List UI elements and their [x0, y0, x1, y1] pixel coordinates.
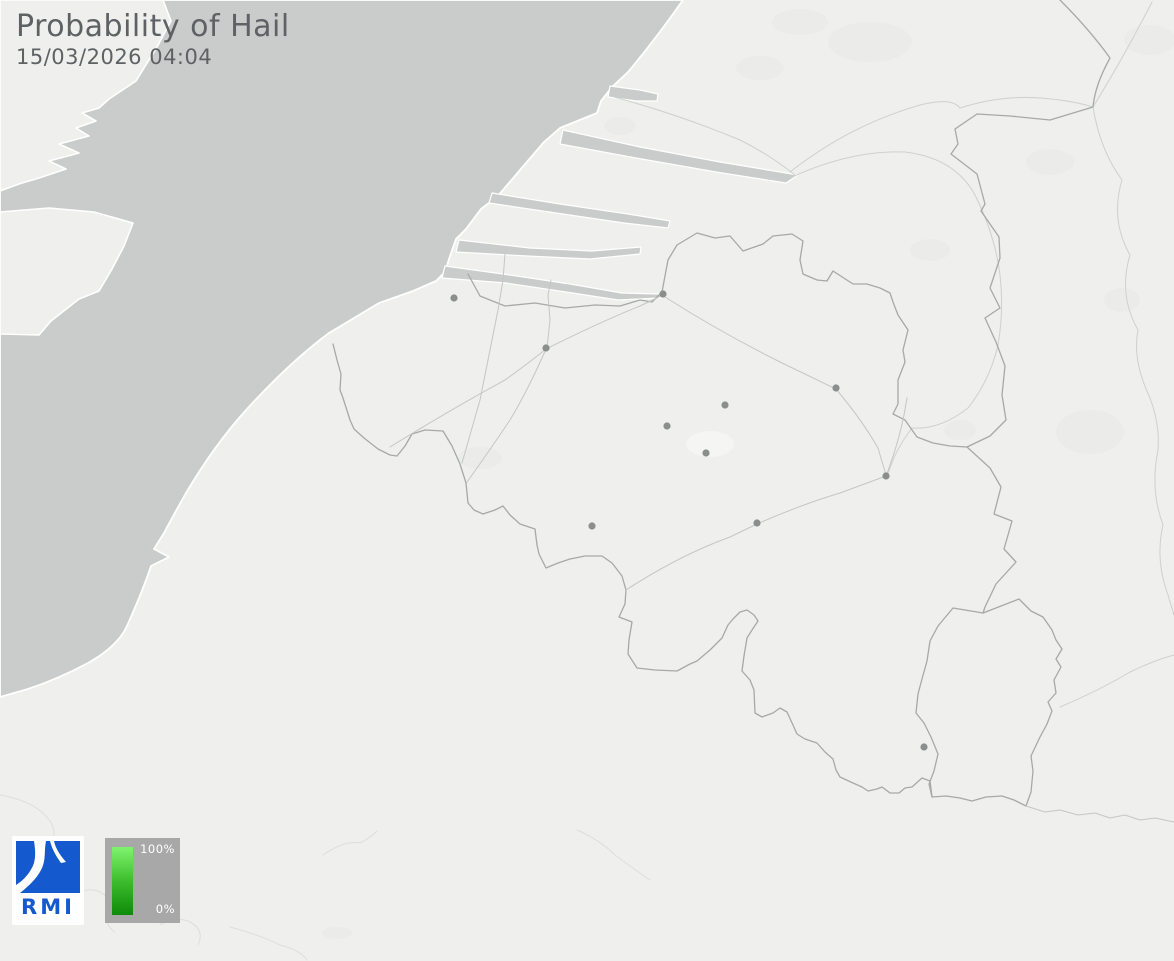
city-dot: [721, 401, 729, 409]
haringvliet-channel: [559, 129, 799, 184]
be-de-border: [966, 446, 1017, 614]
timestamp: 15/03/2026 04:04: [16, 45, 213, 69]
rhine-branch: [959, 96, 1094, 109]
rivers: [613, 1, 1174, 708]
meuse-north: [885, 397, 908, 477]
title-block: Probability of Hail 15/03/2026 04:04: [16, 10, 290, 69]
city-dot: [832, 384, 840, 392]
england-kent-coast: [0, 207, 134, 336]
rmi-logo-art: [16, 841, 80, 895]
rmi-logo: RMI: [12, 836, 84, 925]
city-dot: [588, 522, 596, 530]
probability-legend: 100% 0%: [105, 838, 180, 923]
zeeland-delta-channels: [441, 129, 799, 301]
city-dot: [450, 294, 458, 302]
oosterschelde-channel: [455, 239, 642, 260]
city-dot: [702, 449, 710, 457]
gent-canal: [546, 279, 552, 349]
maas-river: [789, 151, 1003, 475]
rotterdam-rivers: [613, 96, 796, 176]
city-dot: [882, 472, 890, 480]
sambre-meuse: [625, 475, 887, 591]
albert-canal: [664, 296, 887, 476]
internal-lines: [389, 253, 908, 591]
westerschelde-channel: [441, 265, 661, 301]
city-dot: [753, 519, 761, 527]
schelde-river: [545, 295, 662, 350]
legend-min-label: 0%: [155, 902, 175, 916]
city-dot: [659, 290, 667, 298]
national-borders: [332, 0, 1174, 823]
city-dot: [663, 422, 671, 430]
terrain-patches: [322, 9, 1174, 939]
fr-be-border: [332, 343, 933, 798]
waal-river: [789, 101, 961, 173]
leie-river: [389, 348, 547, 448]
fr-de-border: [1025, 805, 1174, 823]
page-title: Probability of Hail: [16, 9, 290, 44]
rmi-logo-text: RMI: [21, 895, 75, 919]
flanders-province-border: [461, 253, 506, 464]
rhine-river: [1092, 1, 1174, 616]
city-dot: [542, 344, 550, 352]
city-dot: [920, 743, 928, 751]
city-dots: [450, 290, 928, 751]
moselle-river: [1059, 654, 1174, 708]
sea: [0, 0, 684, 698]
legend-gradient-bar: [112, 847, 133, 915]
be-nl-border: [467, 232, 968, 448]
rotterdam-waterway: [607, 85, 659, 102]
luxembourg-border: [915, 598, 1063, 807]
nl-de-border: [950, 0, 1111, 448]
upper-schelde: [466, 348, 547, 483]
england-essex-coast: [0, 0, 172, 192]
legend-max-label: 100%: [140, 842, 175, 856]
grevelingen-channel: [488, 192, 671, 229]
